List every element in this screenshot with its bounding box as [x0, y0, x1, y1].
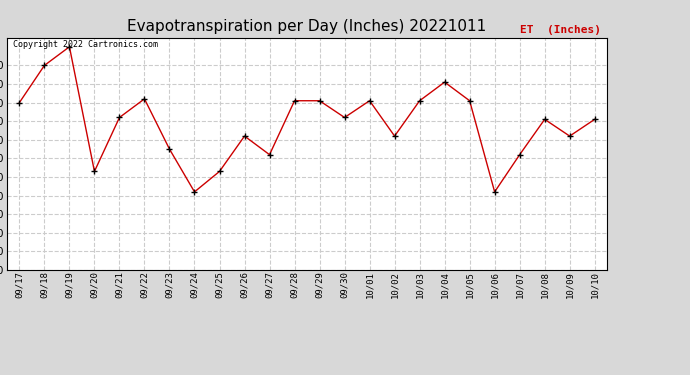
Title: Evapotranspiration per Day (Inches) 20221011: Evapotranspiration per Day (Inches) 2022…: [128, 18, 486, 33]
Text: Copyright 2022 Cartronics.com: Copyright 2022 Cartronics.com: [13, 40, 158, 49]
Text: ET  (Inches): ET (Inches): [520, 25, 601, 35]
